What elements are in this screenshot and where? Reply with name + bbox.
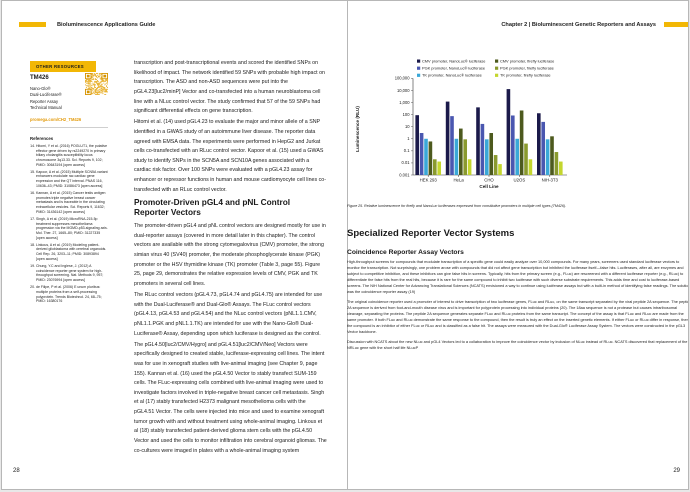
- svg-text:CHO: CHO: [484, 178, 494, 183]
- svg-text:100,000: 100,000: [395, 76, 411, 81]
- svg-text:TK promoter, firefly luciferas: TK promoter, firefly luciferase: [500, 73, 551, 78]
- svg-text:HeLa: HeLa: [453, 178, 464, 183]
- svg-text:U2OS: U2OS: [514, 178, 526, 183]
- svg-text:0.01: 0.01: [402, 160, 411, 165]
- svg-text:CMV promoter, firefly lucifera: CMV promoter, firefly luciferase: [500, 58, 554, 63]
- svg-text:100: 100: [403, 112, 411, 117]
- svg-text:PGK promoter, firefly lucifera: PGK promoter, firefly luciferase: [500, 65, 554, 70]
- svg-text:CMV promoter, NanoLuc® lucifer: CMV promoter, NanoLuc® luciferase: [422, 58, 485, 63]
- svg-text:0.1: 0.1: [404, 148, 410, 153]
- svg-text:Cell Line: Cell Line: [479, 184, 499, 189]
- svg-text:Luminescence (RLU): Luminescence (RLU): [355, 106, 360, 152]
- svg-text:1,000: 1,000: [399, 100, 410, 105]
- svg-text:PGK promoter, NanoLuc® lucifer: PGK promoter, NanoLuc® luciferase: [422, 65, 485, 70]
- svg-text:HEK 293: HEK 293: [420, 178, 438, 183]
- svg-text:TK promoter, NanoLuc® lucifera: TK promoter, NanoLuc® luciferase: [422, 73, 482, 78]
- svg-text:NIH-3T3: NIH-3T3: [542, 178, 559, 183]
- svg-text:1: 1: [407, 136, 410, 141]
- svg-text:10,000: 10,000: [397, 88, 410, 93]
- svg-text:10: 10: [405, 124, 410, 129]
- svg-text:0.001: 0.001: [399, 172, 410, 177]
